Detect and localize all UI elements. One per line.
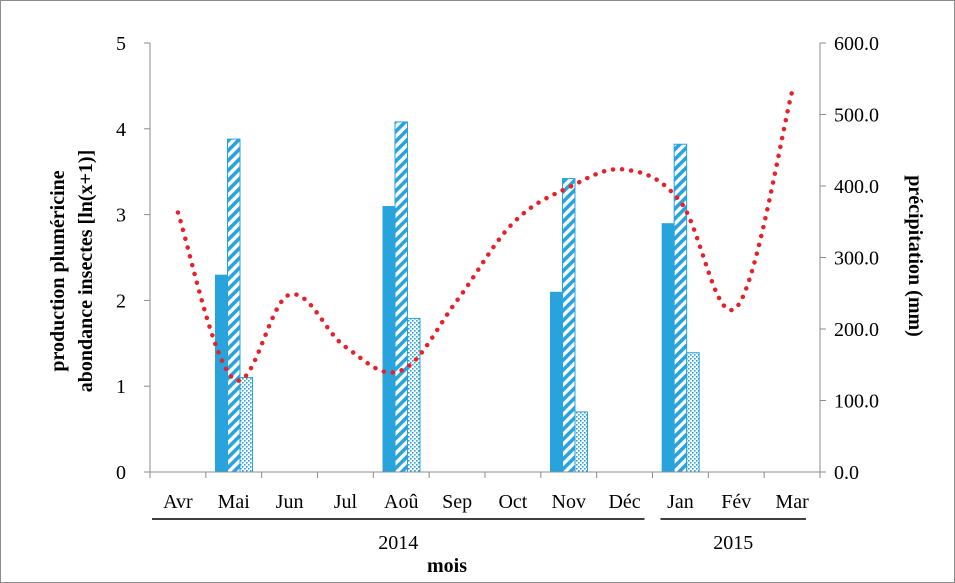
y-left-tick-label: 1 <box>116 376 126 398</box>
tick-labels-layer: 0 1 2 3 4 5 0.0 100.0 200.0 300.0 400.0 500.0 600.0 A… <box>116 33 879 554</box>
y-right-tick-label: 200.0 <box>834 319 879 341</box>
x-tick-label: Déc <box>608 491 640 513</box>
bar-solid-Aoû <box>382 206 395 472</box>
y-right-tick-label: 400.0 <box>834 176 879 198</box>
bar-hatched-Aoû <box>394 121 408 473</box>
x-axis-title: mois <box>427 555 467 577</box>
bar-solid-Mai <box>215 274 228 472</box>
y-right-tick-label: 600.0 <box>834 33 879 55</box>
x-tick-label: Mai <box>218 491 251 513</box>
x-tick-label: Mar <box>775 491 809 513</box>
y-right-tick-label: 300.0 <box>834 248 879 270</box>
precipitation-line-layer <box>175 89 795 383</box>
precipitation-line <box>175 89 795 383</box>
x-tick-label: Avr <box>163 491 193 513</box>
bar-hatched-Jan <box>673 143 688 473</box>
bar-solid-Nov <box>550 291 563 472</box>
bar-dotted-Jan <box>686 352 700 473</box>
bar-dotted-Mai <box>239 377 253 473</box>
x-tick-label: Sep <box>442 491 472 513</box>
bar-solid-Jan <box>661 223 675 472</box>
x-tick-label: Jun <box>276 491 304 513</box>
y-right-tick-label: 0.0 <box>834 462 859 484</box>
bar-dotted-Nov <box>574 411 588 473</box>
y-axis-left-title-line2: abondance insectes [ln(x+1)] <box>75 150 97 393</box>
y-right-tick-label: 500.0 <box>834 105 879 127</box>
x-tick-label: Jul <box>334 491 358 513</box>
bar-hatched-Mai <box>227 138 241 473</box>
x-tick-label: Oct <box>498 491 527 513</box>
year-group-label: 2015 <box>713 532 753 554</box>
x-tick-label: Jan <box>667 491 694 513</box>
bar-dotted-Aoû <box>407 317 421 473</box>
y-axis-left-title-line1: production pluméricine <box>47 170 69 371</box>
y-left-tick-label: 5 <box>116 33 126 55</box>
y-left-tick-label: 3 <box>116 205 126 227</box>
x-tick-label: Aoû <box>384 491 418 513</box>
y-left-tick-label: 2 <box>116 290 126 312</box>
y-left-tick-label: 4 <box>116 119 126 141</box>
x-tick-label: Fév <box>721 491 751 513</box>
y-axis-right-title: précipitation (mm) <box>904 175 926 337</box>
year-group-label: 2014 <box>378 532 418 554</box>
y-left-tick-label: 0 <box>116 462 126 484</box>
x-tick-label: Nov <box>552 491 586 513</box>
y-right-tick-label: 100.0 <box>834 391 879 413</box>
bar-hatched-Nov <box>562 178 576 473</box>
axes-layer <box>144 42 826 520</box>
